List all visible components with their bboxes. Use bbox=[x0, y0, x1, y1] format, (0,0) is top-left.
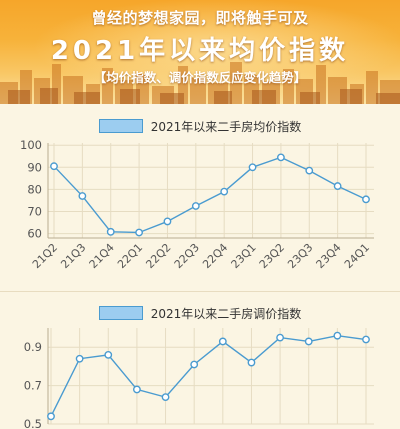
data-point bbox=[78, 192, 87, 200]
series-line bbox=[50, 334, 367, 417]
section-divider bbox=[0, 291, 400, 292]
data-point bbox=[104, 350, 113, 359]
data-point bbox=[163, 217, 172, 226]
data-point bbox=[47, 412, 55, 421]
data-point bbox=[190, 360, 199, 369]
data-point bbox=[248, 163, 257, 172]
legend-label: 2021年以来二手房均价指数 bbox=[150, 120, 302, 134]
chart-1-legend: 2021年以来二手房均价指数 bbox=[0, 118, 400, 135]
y-tick-label: 0.9 bbox=[24, 340, 42, 354]
y-tick-label: 0.7 bbox=[24, 379, 42, 393]
y-tick-label: 90 bbox=[27, 160, 42, 174]
data-point bbox=[161, 393, 170, 402]
chart-2-legend: 2021年以来二手房调价指数 bbox=[0, 305, 400, 322]
chart-avg-price-index: 6070809010021Q221Q321Q422Q122Q222Q322Q42… bbox=[20, 138, 374, 271]
data-point bbox=[333, 182, 342, 190]
legend-swatch bbox=[98, 119, 143, 133]
data-point bbox=[50, 162, 58, 171]
y-tick-label: 100 bbox=[20, 138, 42, 152]
data-point bbox=[362, 335, 370, 344]
data-point bbox=[75, 354, 84, 363]
banner-subtitle: 曾经的梦想家园，即将触手可及 bbox=[91, 9, 309, 27]
data-point bbox=[133, 385, 141, 394]
data-point bbox=[135, 228, 143, 237]
data-point bbox=[304, 337, 313, 346]
data-point bbox=[333, 331, 342, 340]
data-point bbox=[220, 187, 229, 196]
y-tick-label: 60 bbox=[27, 227, 42, 241]
data-point bbox=[277, 153, 285, 162]
y-tick-label: 0.5 bbox=[24, 417, 42, 429]
data-point bbox=[106, 227, 115, 236]
series-line bbox=[53, 156, 367, 234]
data-point bbox=[305, 166, 314, 175]
city-skyline-graphic bbox=[0, 62, 400, 104]
data-point bbox=[276, 333, 284, 342]
y-tick-label: 70 bbox=[27, 204, 42, 218]
header-banner: 曾经的梦想家园，即将触手可及 2021年以来均价指数 【均价指数、调价指数反应变… bbox=[0, 0, 400, 104]
banner-title: 2021年以来均价指数 bbox=[50, 36, 350, 66]
data-point bbox=[362, 195, 370, 204]
legend-label: 2021年以来二手房调价指数 bbox=[150, 307, 302, 321]
data-point bbox=[247, 358, 256, 367]
data-point bbox=[218, 337, 227, 346]
legend-swatch bbox=[98, 306, 143, 320]
y-tick-label: 80 bbox=[27, 182, 42, 196]
banner-note: 【均价指数、调价指数反应变化趋势】 bbox=[93, 70, 307, 85]
data-point bbox=[191, 202, 200, 210]
